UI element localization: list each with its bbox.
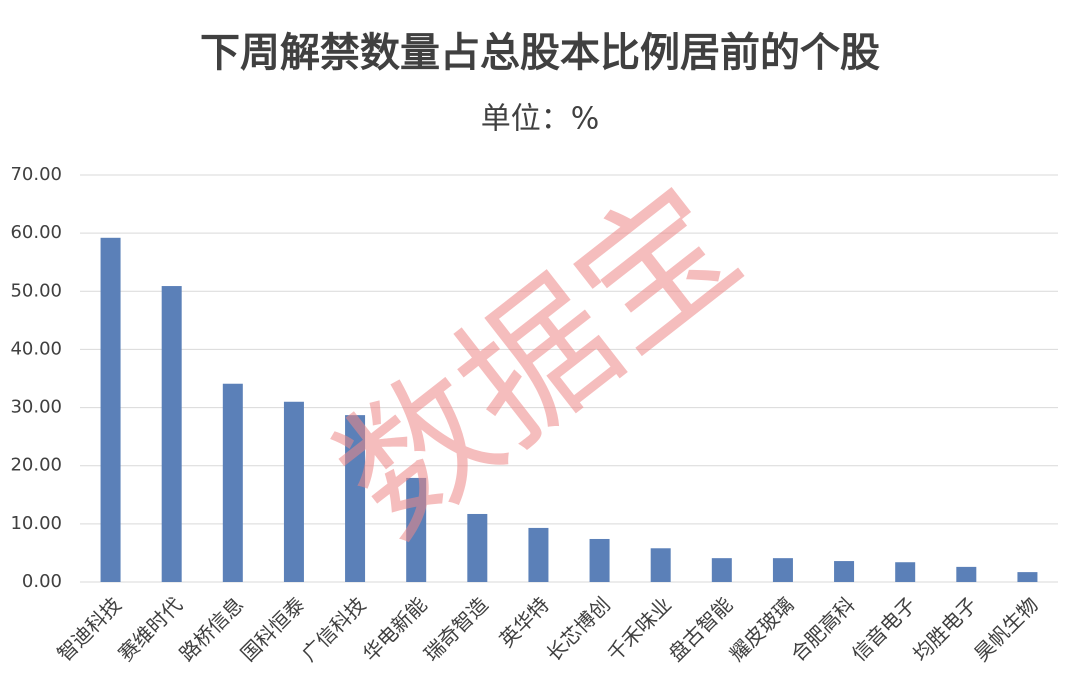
y-tick-label: 30.00 <box>10 397 62 418</box>
x-tick-label: 合肥高科 <box>786 592 860 666</box>
bar <box>528 527 549 582</box>
x-tick-label: 国科恒泰 <box>236 592 310 666</box>
x-tick-label: 盘古智能 <box>664 592 738 666</box>
x-tick-label: 英华特 <box>494 592 553 651</box>
bar <box>222 383 243 582</box>
bar <box>345 415 366 582</box>
y-tick-label: 0.00 <box>22 571 62 592</box>
x-tick-label: 路桥信息 <box>175 592 249 666</box>
x-tick-label: 长芯博创 <box>541 592 615 666</box>
bar <box>406 477 427 582</box>
bar <box>956 566 977 582</box>
x-tick-label: 信音电子 <box>847 592 921 666</box>
y-tick-label: 10.00 <box>10 513 62 534</box>
bar <box>467 513 488 582</box>
bar <box>650 548 671 582</box>
x-tick-label: 千禾味业 <box>603 592 677 666</box>
y-tick-label: 40.00 <box>10 338 62 359</box>
y-tick-label: 50.00 <box>10 280 62 301</box>
x-tick-label: 智迪科技 <box>52 592 126 666</box>
x-tick-label: 昊帆生物 <box>969 592 1043 666</box>
bar <box>100 237 121 582</box>
x-tick-label: 广信科技 <box>297 592 371 666</box>
bar <box>711 558 732 582</box>
x-tick-label: 均胜电子 <box>908 592 982 666</box>
y-tick-label: 60.00 <box>10 222 62 243</box>
bar <box>895 562 916 582</box>
x-tick-label: 耀皮玻璃 <box>725 592 799 666</box>
x-tick-label: 瑞奇智造 <box>419 592 493 666</box>
watermark: 数据宝 <box>308 155 770 569</box>
x-tick-label: 华电新能 <box>358 592 432 666</box>
y-tick-label: 70.00 <box>10 164 62 185</box>
bar <box>772 558 793 582</box>
chart-subtitle: 单位：% <box>481 102 600 137</box>
bar <box>834 561 855 582</box>
x-tick-label: 赛维时代 <box>114 592 188 666</box>
bar <box>283 401 304 582</box>
chart-title: 下周解禁数量占总股本比例居前的个股 <box>200 30 880 76</box>
y-tick-label: 20.00 <box>10 455 62 476</box>
bar <box>589 538 610 582</box>
bar <box>1017 572 1038 582</box>
bar <box>161 286 182 582</box>
